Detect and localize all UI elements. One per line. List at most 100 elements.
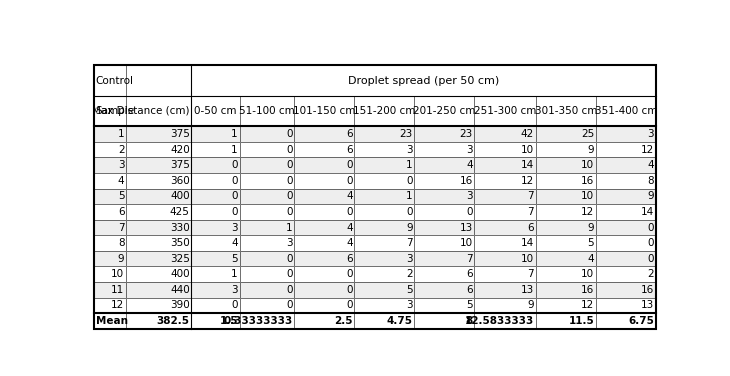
- Bar: [474, 188, 536, 204]
- Bar: [239, 204, 294, 220]
- Text: Max Distance (cm): Max Distance (cm): [92, 106, 190, 116]
- Bar: [294, 204, 354, 220]
- Bar: [415, 235, 475, 251]
- Bar: [474, 220, 536, 235]
- Bar: [536, 204, 596, 220]
- Bar: [415, 188, 475, 204]
- Bar: [354, 96, 415, 126]
- Bar: [94, 204, 126, 220]
- Bar: [536, 188, 596, 204]
- Bar: [239, 173, 294, 188]
- Bar: [415, 282, 475, 298]
- Bar: [239, 313, 294, 329]
- Bar: [239, 126, 294, 142]
- Text: 9: 9: [528, 300, 534, 311]
- Bar: [191, 204, 239, 220]
- Bar: [126, 267, 191, 282]
- Bar: [354, 298, 415, 313]
- Bar: [126, 204, 191, 220]
- Bar: [536, 173, 596, 188]
- Bar: [126, 65, 191, 96]
- Bar: [191, 204, 239, 220]
- Text: 10: 10: [581, 191, 594, 201]
- Text: 1: 1: [231, 144, 238, 155]
- Bar: [474, 235, 536, 251]
- Bar: [191, 188, 239, 204]
- Bar: [94, 173, 126, 188]
- Bar: [94, 313, 126, 329]
- Text: 4: 4: [346, 223, 353, 232]
- Text: 10: 10: [111, 269, 124, 279]
- Bar: [596, 126, 656, 142]
- Bar: [191, 298, 239, 313]
- Text: 4: 4: [346, 238, 353, 248]
- Bar: [94, 158, 126, 173]
- Bar: [536, 298, 596, 313]
- Bar: [596, 220, 656, 235]
- Bar: [354, 267, 415, 282]
- Text: Droplet spread (per 50 cm): Droplet spread (per 50 cm): [348, 76, 499, 86]
- Bar: [294, 220, 354, 235]
- Text: 0: 0: [286, 254, 293, 264]
- Bar: [474, 298, 536, 313]
- Bar: [354, 126, 415, 142]
- Bar: [536, 173, 596, 188]
- Text: 0.33333333: 0.33333333: [223, 316, 293, 326]
- Bar: [239, 204, 294, 220]
- Bar: [294, 142, 354, 158]
- Bar: [415, 158, 475, 173]
- Bar: [354, 298, 415, 313]
- Bar: [415, 313, 475, 329]
- Text: 1: 1: [231, 129, 238, 139]
- Text: 3: 3: [648, 129, 654, 139]
- Bar: [126, 158, 191, 173]
- Bar: [126, 142, 191, 158]
- Bar: [191, 282, 239, 298]
- Bar: [294, 188, 354, 204]
- Bar: [536, 142, 596, 158]
- Text: 0: 0: [286, 191, 293, 201]
- Text: 0: 0: [286, 300, 293, 311]
- Text: 14: 14: [641, 207, 654, 217]
- Bar: [191, 313, 239, 329]
- Bar: [191, 235, 239, 251]
- Bar: [474, 251, 536, 267]
- Text: 13: 13: [459, 223, 473, 232]
- Bar: [94, 158, 126, 173]
- Bar: [536, 158, 596, 173]
- Bar: [126, 204, 191, 220]
- Bar: [474, 204, 536, 220]
- Bar: [536, 126, 596, 142]
- Text: 4: 4: [231, 238, 238, 248]
- Text: 13: 13: [520, 285, 534, 295]
- Bar: [415, 126, 475, 142]
- Text: 0: 0: [286, 176, 293, 186]
- Text: Sample: Sample: [96, 106, 135, 116]
- Bar: [239, 142, 294, 158]
- Bar: [354, 282, 415, 298]
- Bar: [191, 188, 239, 204]
- Bar: [354, 173, 415, 188]
- Text: 6.75: 6.75: [629, 316, 654, 326]
- Bar: [354, 220, 415, 235]
- Text: 2: 2: [118, 144, 124, 155]
- Bar: [415, 204, 475, 220]
- Bar: [596, 188, 656, 204]
- Bar: [354, 282, 415, 298]
- Bar: [126, 65, 191, 96]
- Bar: [474, 313, 536, 329]
- Text: 0: 0: [286, 207, 293, 217]
- Bar: [415, 298, 475, 313]
- Bar: [94, 298, 126, 313]
- Bar: [94, 204, 126, 220]
- Bar: [474, 96, 536, 126]
- Bar: [126, 173, 191, 188]
- Bar: [191, 173, 239, 188]
- Bar: [94, 188, 126, 204]
- Bar: [536, 220, 596, 235]
- Text: 10: 10: [581, 269, 594, 279]
- Text: 2.5: 2.5: [334, 316, 353, 326]
- Bar: [415, 142, 475, 158]
- Bar: [191, 220, 239, 235]
- Bar: [294, 298, 354, 313]
